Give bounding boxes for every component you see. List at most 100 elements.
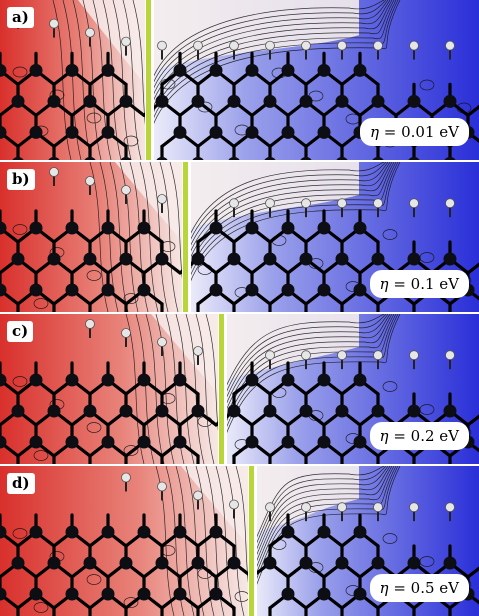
contour-ring: [123, 597, 139, 608]
vacuum-right: [251, 466, 359, 534]
carbon-atom: [245, 373, 259, 387]
carbon-atom: [0, 587, 7, 601]
carbon-atom: [65, 283, 79, 297]
carbon-atom: [29, 221, 43, 235]
carbon-atom: [353, 373, 367, 387]
carbon-atom: [209, 221, 223, 235]
carbon-atom: [101, 125, 115, 139]
hydrogen-atom: [373, 40, 383, 51]
contour-ring: [33, 602, 49, 613]
carbon-atom: [65, 587, 79, 601]
hydrogen-atom: [193, 490, 203, 501]
contour-line: [254, 466, 395, 572]
carbon-atom: [83, 556, 97, 570]
carbon-atom: [317, 435, 331, 449]
hydrogen-atom: [157, 194, 167, 204]
carbon-atom: [353, 283, 367, 297]
contour-ring: [86, 270, 102, 281]
carbon-atom: [101, 587, 115, 601]
carbon-atom: [227, 94, 241, 108]
carbon-atom: [263, 94, 277, 108]
carbon-atom: [407, 556, 421, 570]
carbon-atom: [353, 221, 367, 235]
carbon-atom: [83, 94, 97, 108]
panel-a: a) η = 0.01 eV: [0, 0, 479, 160]
carbon-atom: [83, 252, 97, 266]
carbon-atom: [192, 156, 204, 160]
carbon-atom: [29, 435, 43, 449]
carbon-atom: [120, 156, 132, 160]
carbon-atom: [335, 556, 349, 570]
hydrogen-atom: [49, 167, 59, 177]
contour-line: [151, 0, 387, 87]
hydrogen-atom: [193, 346, 203, 356]
hydrogen-atom: [121, 328, 131, 338]
contour-line: [122, 0, 142, 160]
contour-line: [224, 314, 391, 408]
vacuum-right: [148, 0, 359, 72]
vacuum-left: [151, 314, 221, 397]
carbon-atom: [84, 156, 96, 160]
hydrogen-atoms: [121, 472, 455, 522]
carbon-atom: [65, 63, 79, 77]
carbon-atom: [245, 63, 259, 77]
interface-line: [219, 314, 224, 464]
contour-ring: [12, 528, 28, 539]
hydrogen-atom: [445, 198, 455, 209]
contour-ring: [12, 376, 28, 387]
vacuum-left: [115, 162, 185, 245]
hydrogen-atom: [373, 350, 383, 361]
carbon-atom: [443, 252, 457, 266]
eta-label-a: η = 0.01 eV: [360, 118, 469, 146]
carbon-atom: [300, 156, 312, 160]
carbon-atom: [48, 156, 60, 160]
carbon-atom: [371, 94, 385, 108]
hydrogen-atom: [265, 40, 275, 51]
carbon-atom: [173, 587, 187, 601]
carbon-atom: [0, 525, 7, 539]
contour-line: [254, 466, 397, 578]
carbon-atom: [65, 373, 79, 387]
hydrogen-atom: [301, 40, 311, 51]
hydrogen-atom: [445, 502, 455, 513]
contour-line: [149, 162, 169, 312]
carbon-atom: [372, 156, 384, 160]
hydrogen-atom: [445, 350, 455, 361]
carbon-atom: [227, 404, 241, 418]
contour-line: [188, 162, 391, 256]
contour-line: [159, 162, 179, 312]
carbon-atom: [173, 125, 187, 139]
contour-ring: [382, 533, 398, 544]
carbon-atom: [264, 156, 276, 160]
carbon-atom: [281, 125, 295, 139]
hydrogen-atom: [301, 350, 311, 361]
panel-label-b: b): [7, 169, 35, 190]
carbon-atom: [209, 125, 223, 139]
carbon-atom: [29, 587, 43, 601]
panel-b: b) η = 0.1 eV: [0, 162, 479, 312]
carbon-atom: [245, 125, 259, 139]
carbon-atom: [173, 63, 187, 77]
contour-line: [151, 0, 399, 123]
carbon-atom: [137, 283, 151, 297]
vacuum-left: [181, 466, 251, 549]
hydrogen-atom: [445, 40, 455, 51]
contour-line: [224, 314, 395, 420]
carbon-atom: [0, 435, 7, 449]
carbon-atom: [263, 404, 277, 418]
carbon-atom: [299, 556, 313, 570]
potential-map-d: [0, 466, 479, 616]
contour-ring: [123, 445, 139, 456]
contour-line: [62, 0, 82, 160]
carbon-atom: [173, 435, 187, 449]
contour-line: [224, 314, 385, 390]
carbon-atom: [317, 587, 331, 601]
contour-line: [52, 0, 72, 160]
carbon-atom: [65, 525, 79, 539]
carbon-atom: [47, 404, 61, 418]
hydrogen-atom: [121, 185, 131, 195]
hydrogen-atom: [229, 40, 239, 51]
carbon-atom: [119, 404, 133, 418]
carbon-atom: [0, 373, 7, 387]
hydrogen-atom: [85, 319, 95, 329]
